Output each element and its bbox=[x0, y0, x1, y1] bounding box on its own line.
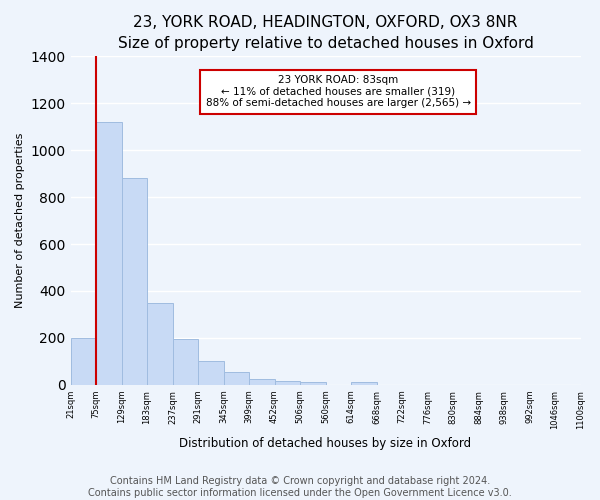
Text: Contains HM Land Registry data © Crown copyright and database right 2024.
Contai: Contains HM Land Registry data © Crown c… bbox=[88, 476, 512, 498]
Text: 23 YORK ROAD: 83sqm
← 11% of detached houses are smaller (319)
88% of semi-detac: 23 YORK ROAD: 83sqm ← 11% of detached ho… bbox=[206, 75, 471, 108]
Bar bbox=[351, 382, 377, 385]
Bar bbox=[147, 302, 173, 385]
Bar bbox=[71, 338, 96, 385]
Bar bbox=[198, 362, 224, 385]
Bar bbox=[96, 122, 122, 385]
Bar bbox=[173, 339, 198, 385]
Bar bbox=[224, 372, 249, 385]
Bar bbox=[122, 178, 147, 385]
Y-axis label: Number of detached properties: Number of detached properties bbox=[15, 133, 25, 308]
X-axis label: Distribution of detached houses by size in Oxford: Distribution of detached houses by size … bbox=[179, 437, 472, 450]
Bar bbox=[249, 379, 275, 385]
Bar bbox=[275, 382, 300, 385]
Title: 23, YORK ROAD, HEADINGTON, OXFORD, OX3 8NR
Size of property relative to detached: 23, YORK ROAD, HEADINGTON, OXFORD, OX3 8… bbox=[118, 15, 533, 51]
Bar bbox=[300, 382, 326, 385]
